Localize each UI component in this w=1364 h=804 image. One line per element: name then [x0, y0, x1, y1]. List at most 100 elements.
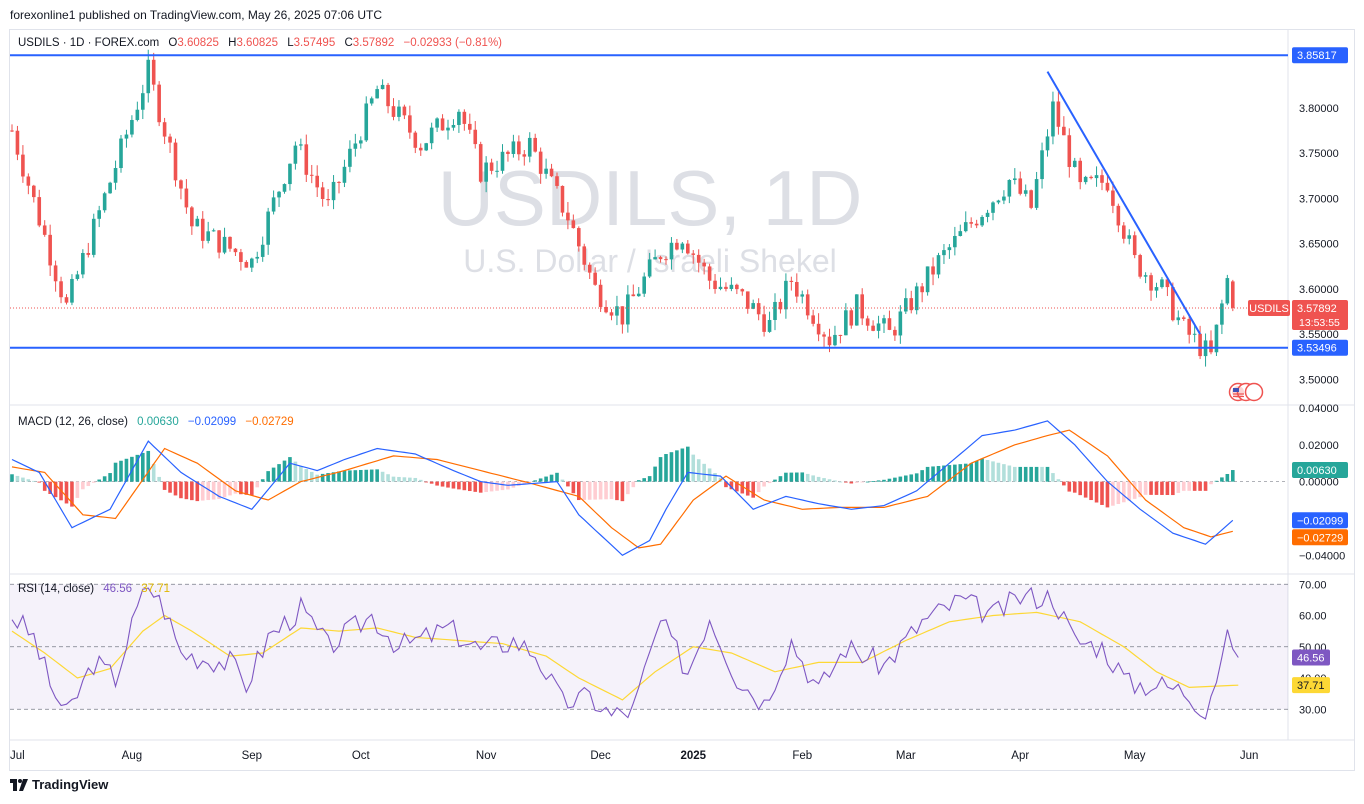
macd-histogram-bar [342, 470, 347, 482]
macd-histogram-bar [299, 466, 303, 482]
macd-histogram-bar [184, 481, 189, 500]
macd-histogram-bar [1225, 473, 1230, 482]
candle [560, 185, 565, 213]
macd-histogram-bar [1143, 481, 1148, 495]
candle [865, 318, 870, 326]
macd-histogram-bar [348, 470, 352, 482]
macd-histogram-bar [200, 481, 205, 501]
rsi-legend: RSI (14, close) 46.56 37.71 [18, 583, 170, 595]
macd-signal-line [11, 429, 1233, 549]
macd-histogram-bar [446, 481, 450, 488]
macd-histogram-bar [195, 481, 200, 502]
candle [947, 247, 952, 251]
candle [102, 193, 107, 211]
candle [1225, 278, 1230, 304]
macd-histogram-bar [887, 478, 892, 482]
macd-histogram-bar [740, 481, 745, 494]
macd-histogram-bar [1220, 477, 1224, 482]
us-event-icon[interactable] [1228, 382, 1264, 402]
rsi-ma-value: 37.71 [141, 583, 170, 595]
macd-histogram-bar [1214, 480, 1219, 482]
macd-histogram-bar [691, 454, 696, 482]
candle [604, 306, 608, 313]
time-tick-label: Mar [896, 750, 916, 762]
footer-brand[interactable]: TradingView [10, 777, 108, 792]
macd-histogram-bar [32, 480, 36, 482]
candle [909, 298, 914, 311]
macd-histogram-bar [729, 481, 734, 490]
macd-histogram-bar [162, 481, 167, 490]
level-badge-label: 3.85817 [1297, 50, 1337, 62]
macd-histogram-bar [571, 481, 576, 494]
candle [1045, 136, 1050, 151]
macd-histogram-bar [337, 471, 341, 482]
macd-histogram-bar [1040, 466, 1044, 482]
macd-histogram-bar [473, 481, 478, 492]
candle [75, 274, 80, 279]
macd-histogram-bar [566, 481, 570, 487]
macd-histogram-bar [1203, 481, 1208, 491]
candle [91, 218, 96, 255]
trendline [1046, 71, 1201, 335]
candle [1034, 179, 1039, 208]
macd-histogram-bar [495, 481, 499, 491]
rsi-tick-label: 60.00 [1299, 611, 1327, 623]
low-value: 3.57495 [294, 37, 336, 49]
macd-histogram-bar [244, 481, 249, 495]
candle [451, 124, 456, 128]
candle [1149, 275, 1153, 291]
macd-histogram-bar [53, 481, 58, 498]
macd-histogram-bar [609, 481, 614, 500]
candle [1160, 279, 1164, 288]
candle [320, 187, 325, 200]
macd-histogram-bar [108, 473, 112, 482]
candle [195, 218, 200, 227]
time-tick-label: Aug [122, 750, 142, 762]
macd-histogram-bar [854, 481, 859, 483]
candle [1116, 205, 1121, 226]
candle [963, 222, 968, 232]
candle [141, 93, 145, 110]
macd-line-value: −0.02099 [188, 416, 236, 428]
macd-histogram-bar [865, 481, 870, 483]
macd-histogram-bar [353, 470, 358, 482]
macd-histogram-bar [816, 476, 821, 482]
candle [577, 228, 581, 247]
candle [1029, 190, 1033, 208]
candle [146, 59, 151, 94]
macd-histogram-bar [936, 465, 941, 482]
candle [974, 223, 979, 226]
macd-layer [10, 420, 1288, 557]
macd-histogram-bar [282, 460, 287, 482]
macd-histogram-bar [963, 463, 968, 482]
candle [37, 197, 42, 226]
macd-histogram-bar [1192, 481, 1197, 491]
candle [32, 185, 36, 198]
symbol-label: USDILS · 1D · FOREX.com [18, 37, 159, 49]
candle [756, 303, 761, 315]
macd-histogram-bar [696, 459, 701, 482]
macd-histogram-bar [522, 481, 527, 485]
candle [86, 253, 91, 255]
candle [402, 106, 407, 116]
macd-histogram-bar [64, 481, 69, 504]
rsi-line [11, 586, 1239, 720]
candle [904, 298, 908, 312]
candle [48, 234, 52, 266]
macd-histogram-bar [429, 481, 434, 484]
macd-histogram-bar [947, 465, 952, 482]
macd-histogram-bar [1181, 481, 1186, 491]
candle [664, 259, 668, 261]
candle [969, 222, 973, 224]
candle [958, 231, 963, 236]
macd-histogram-bar [985, 460, 990, 482]
time-tick-label: Nov [476, 750, 497, 762]
macd-histogram-bar [969, 463, 973, 482]
candle [789, 280, 794, 282]
candle [211, 230, 216, 232]
macd-histogram-bar [1105, 481, 1110, 508]
candle [1040, 150, 1044, 180]
candle [1018, 178, 1023, 194]
candle [566, 212, 570, 221]
